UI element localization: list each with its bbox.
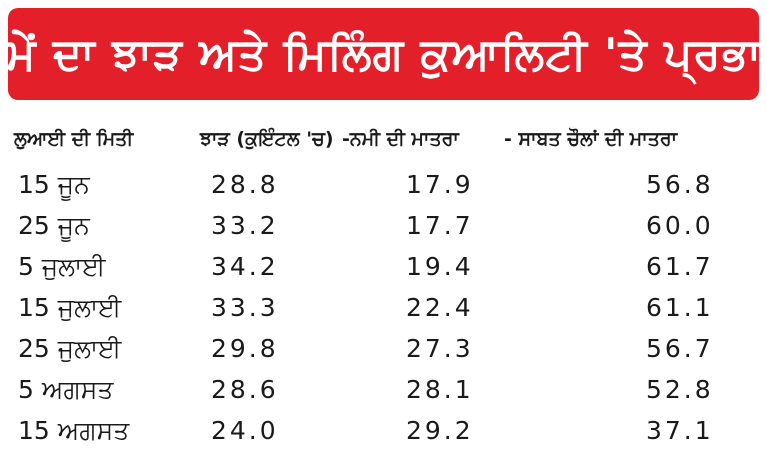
- cell-yield: 28.8: [211, 170, 279, 199]
- column-header-moisture: -ਨਮੀ ਦੀ ਮਾਤਰਾ: [342, 128, 459, 150]
- cell-yield: 33.2: [211, 211, 279, 240]
- cell-sowing-date: 25 ਜੂਨ: [18, 211, 90, 240]
- cell-yield: 33.3: [211, 293, 279, 322]
- cell-whole-grain: 60.0: [646, 211, 714, 240]
- cell-yield: 34.2: [211, 252, 279, 281]
- cell-whole-grain: 61.1: [646, 293, 714, 322]
- column-header-yield: ਝਾੜ (ਕੁਇੰਟਲ 'ਚ): [200, 128, 334, 150]
- cell-yield: 24.0: [211, 416, 279, 445]
- cell-moisture: 28.1: [406, 375, 474, 404]
- cell-sowing-date: 15 ਅਗਸਤ: [18, 416, 130, 445]
- table-body: 15 ਜੂਨ 28.8 17.9 56.8 25 ਜੂਨ 33.2 17.7 6…: [14, 166, 759, 453]
- title-banner: ਸਮੇਂ ਦਾ ਝਾੜ ਅਤੇ ਮਿਲਿੰਗ ਕੁਆਲਿਟੀ 'ਤੇ ਪ੍ਰਭਾ…: [0, 8, 767, 100]
- cell-moisture: 29.2: [406, 416, 474, 445]
- cell-sowing-date: 15 ਜੁਲਾਈ: [18, 293, 122, 322]
- page-title: ਸਮੇਂ ਦਾ ਝਾੜ ਅਤੇ ਮਿਲਿੰਗ ਕੁਆਲਿਟੀ 'ਤੇ ਪ੍ਰਭਾ…: [0, 28, 767, 80]
- table-row: 25 ਜੁਲਾਈ 29.8 27.3 56.7: [14, 330, 759, 371]
- table-row: 5 ਜੁਲਾਈ 34.2 19.4 61.7: [14, 248, 759, 289]
- cell-sowing-date: 5 ਜੁਲਾਈ: [18, 252, 106, 281]
- cell-whole-grain: 61.7: [646, 252, 714, 281]
- cell-sowing-date: 25 ਜੁਲਾਈ: [18, 334, 122, 363]
- cell-whole-grain: 56.7: [646, 334, 714, 363]
- table-row: 5 ਅਗਸਤ 28.6 28.1 52.8: [14, 371, 759, 412]
- cell-moisture: 27.3: [406, 334, 474, 363]
- table-row: 15 ਜੁਲਾਈ 33.3 22.4 61.1: [14, 289, 759, 330]
- cell-moisture: 17.7: [406, 211, 474, 240]
- cell-yield: 28.6: [211, 375, 279, 404]
- cell-whole-grain: 37.1: [646, 416, 714, 445]
- cell-moisture: 22.4: [406, 293, 474, 322]
- cell-whole-grain: 52.8: [646, 375, 714, 404]
- table-row: 15 ਅਗਸਤ 24.0 29.2 37.1: [14, 412, 759, 453]
- cell-moisture: 19.4: [406, 252, 474, 281]
- cell-moisture: 17.9: [406, 170, 474, 199]
- cell-sowing-date: 15 ਜੂਨ: [18, 170, 90, 199]
- cell-whole-grain: 56.8: [646, 170, 714, 199]
- cell-yield: 29.8: [211, 334, 279, 363]
- cell-sowing-date: 5 ਅਗਸਤ: [18, 375, 114, 404]
- table-header: ਲੁਆਈ ਦੀ ਮਿਤੀ ਝਾੜ (ਕੁਇੰਟਲ 'ਚ) -ਨਮੀ ਦੀ ਮਾਤ…: [14, 128, 759, 158]
- column-header-whole-grain: - ਸਾਬਤ ਚੌਲਾਂ ਦੀ ਮਾਤਰਾ: [504, 128, 678, 150]
- column-header-sowing-date: ਲੁਆਈ ਦੀ ਮਿਤੀ: [14, 128, 134, 150]
- table-row: 25 ਜੂਨ 33.2 17.7 60.0: [14, 207, 759, 248]
- table-row: 15 ਜੂਨ 28.8 17.9 56.8: [14, 166, 759, 207]
